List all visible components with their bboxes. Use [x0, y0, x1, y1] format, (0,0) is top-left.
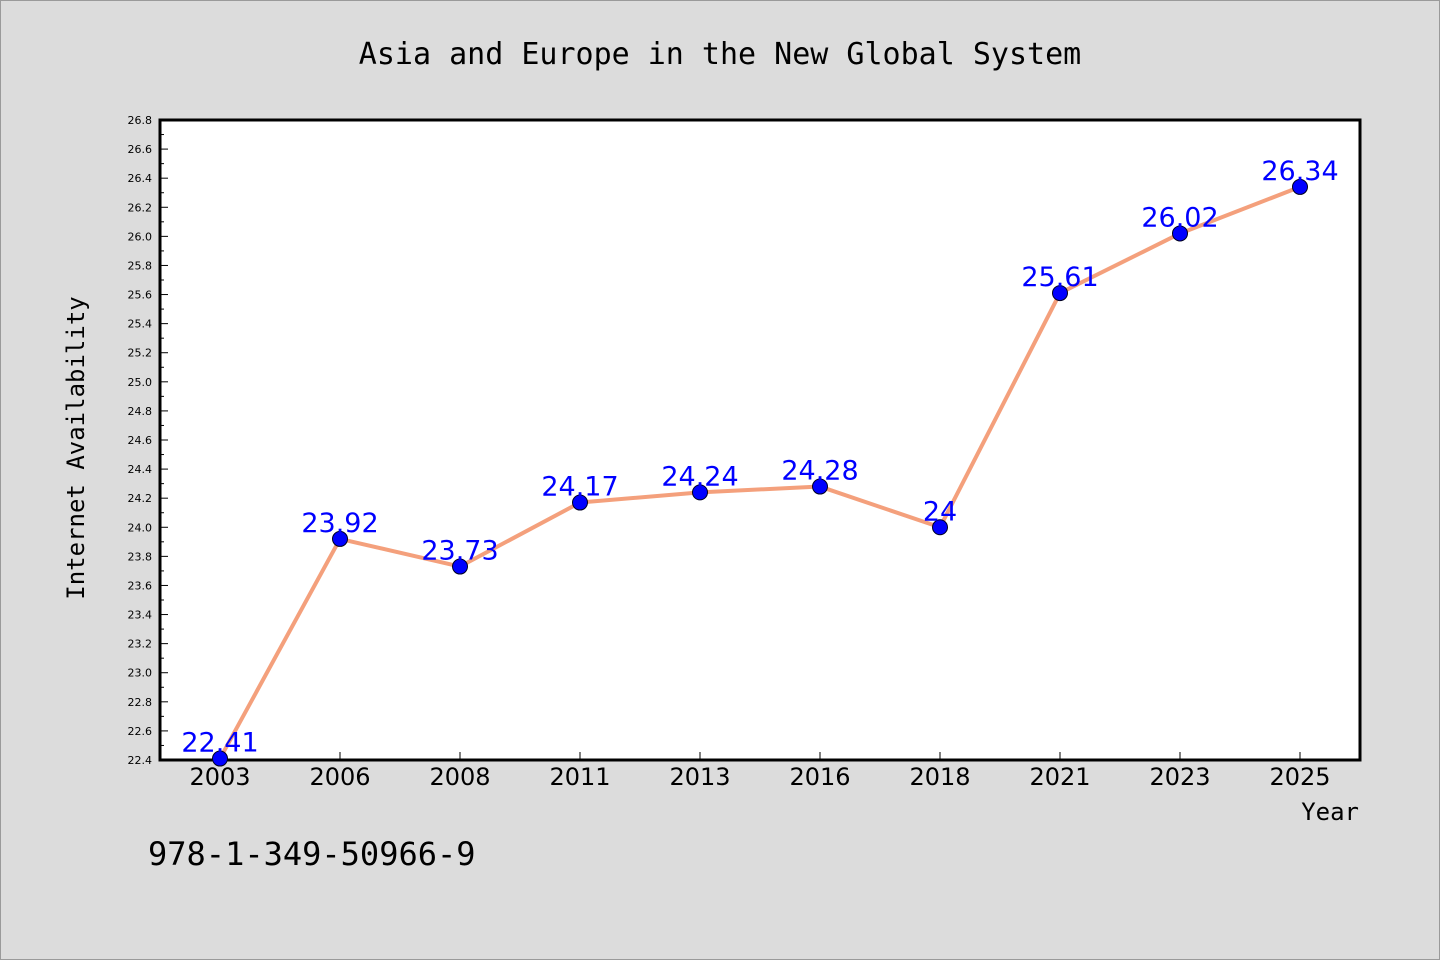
y-tick-label: 23.6 — [128, 579, 153, 592]
data-point — [332, 530, 348, 547]
y-tick-label: 23.0 — [128, 667, 153, 680]
y-tick-label: 24.6 — [128, 434, 153, 447]
y-tick-label: 22.8 — [128, 696, 153, 709]
data-label: 24 — [923, 496, 957, 527]
x-tick-label: 2006 — [309, 763, 370, 791]
y-tick-label: 25.6 — [128, 289, 153, 302]
y-axis-label: Internet Availability — [62, 296, 90, 599]
data-point — [452, 558, 468, 575]
y-tick-label: 26.6 — [128, 143, 153, 156]
data-label: 24.17 — [541, 472, 618, 503]
data-point — [572, 494, 588, 511]
plot-area — [158, 118, 1362, 762]
y-tick-label: 24.0 — [128, 521, 153, 534]
data-label: 22.41 — [181, 728, 258, 759]
x-tick-label: 2013 — [669, 763, 730, 791]
data-point — [1292, 178, 1308, 195]
data-label: 24.28 — [781, 456, 858, 487]
y-tick-label: 22.6 — [128, 725, 153, 738]
y-tick-label: 24.2 — [128, 492, 153, 505]
y-tick-label: 25.8 — [128, 259, 153, 272]
y-axis: 22.4 22.6 22.8 23.0 23.2 23.4 23.6 23.8 24.0 24.2… — [128, 114, 168, 767]
x-tick-label: 2025 — [1269, 763, 1330, 791]
footer-isbn: 978-1-349-50966-9 — [148, 835, 476, 873]
y-tick-label: 22.4 — [128, 754, 153, 767]
y-tick-label: 23.8 — [128, 550, 153, 563]
data-point — [692, 484, 708, 501]
data-point — [1052, 285, 1068, 302]
x-tick-label: 2008 — [429, 763, 490, 791]
y-tick-label: 26.4 — [128, 172, 153, 185]
x-tick-label: 2023 — [1149, 763, 1210, 791]
x-tick-label: 2003 — [189, 763, 250, 791]
series-line — [218, 185, 1301, 760]
y-tick-label: 25.0 — [128, 376, 153, 389]
data-point — [812, 478, 828, 495]
y-tick-label: 26.2 — [128, 201, 153, 214]
x-tick-label: 2011 — [549, 763, 610, 791]
y-tick-label: 23.2 — [128, 638, 153, 651]
data-label: 24.24 — [661, 461, 738, 492]
data-label: 26.34 — [1261, 156, 1338, 187]
x-tick-label: 2016 — [789, 763, 850, 791]
y-tick-label: 26.8 — [128, 114, 153, 127]
y-tick-label: 24.8 — [128, 405, 153, 418]
x-axis: 2003 2006 2008 2011 2013 2016 2018 2021 2023 2025 — [189, 752, 1331, 791]
x-axis-label: Year — [1301, 798, 1359, 826]
data-point — [212, 750, 228, 767]
data-labels: 22.41 23.92 23.73 24.17 24.24 24.28 24 25.61 26.… — [181, 156, 1338, 759]
x-tick-label: 2021 — [1029, 763, 1090, 791]
chart-title: Asia and Europe in the New Global System — [359, 37, 1081, 72]
data-label: 23.92 — [301, 508, 378, 539]
y-tick-label: 26.0 — [128, 230, 153, 243]
y-tick-label: 24.4 — [128, 463, 153, 476]
data-point — [932, 519, 948, 536]
y-tick-label: 25.4 — [128, 318, 153, 331]
series-line-group — [218, 185, 1301, 760]
y-tick-label: 25.2 — [128, 347, 153, 360]
y-tick-label: 23.4 — [128, 609, 153, 622]
data-markers — [212, 178, 1308, 767]
x-tick-label: 2018 — [909, 763, 970, 791]
data-label: 23.73 — [421, 536, 498, 567]
data-label: 26.02 — [1141, 202, 1218, 233]
data-point — [1172, 225, 1188, 242]
data-label: 25.61 — [1021, 262, 1098, 293]
